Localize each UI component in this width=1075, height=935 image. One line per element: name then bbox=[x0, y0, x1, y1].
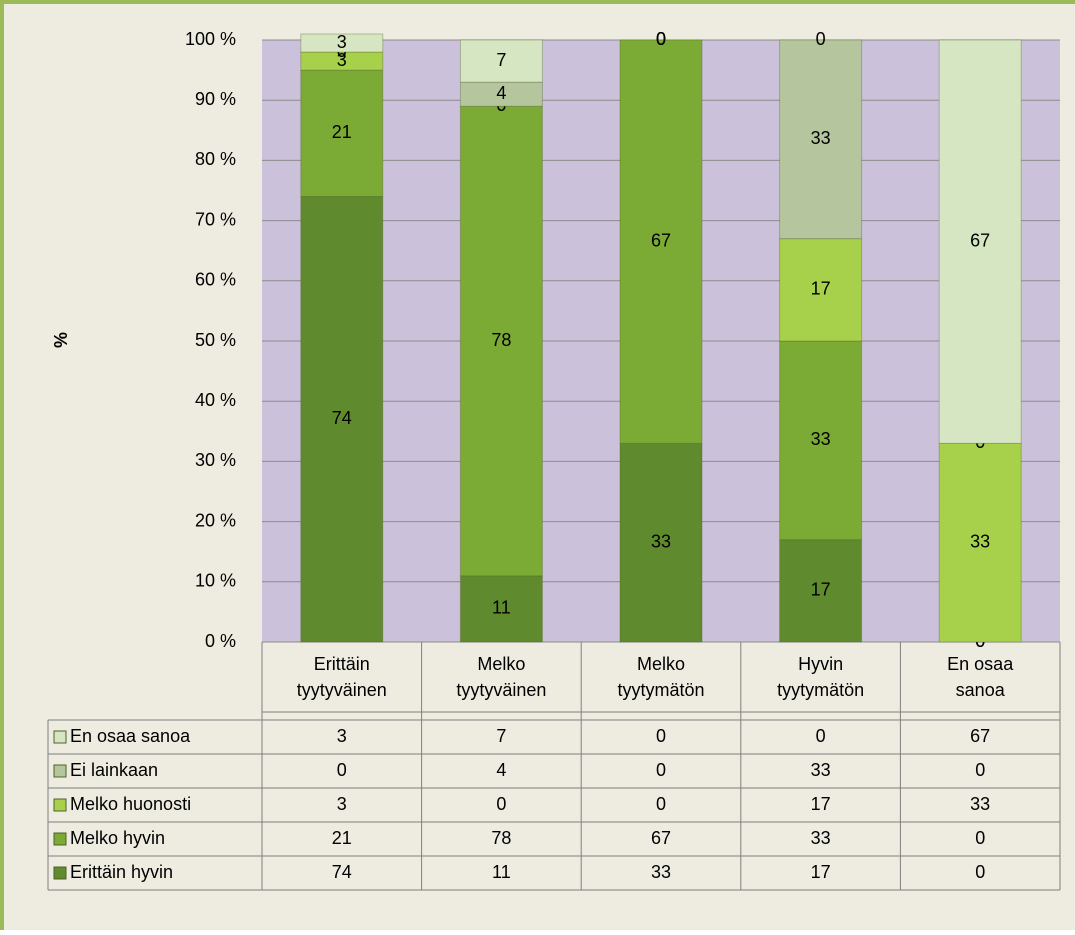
legend-label: Melko hyvin bbox=[70, 828, 165, 848]
legend-label: En osaa sanoa bbox=[70, 726, 191, 746]
table-cell: 4 bbox=[496, 760, 506, 780]
table-cell: 0 bbox=[496, 794, 506, 814]
legend-swatch bbox=[53, 866, 67, 880]
y-tick-label: 30 % bbox=[195, 450, 236, 470]
table-cell: 0 bbox=[656, 760, 666, 780]
data-label: 0 bbox=[816, 29, 826, 49]
table-cell: 33 bbox=[651, 862, 671, 882]
table-cell: 33 bbox=[811, 828, 831, 848]
bar-segment bbox=[300, 33, 384, 53]
data-label: 11 bbox=[492, 598, 511, 618]
border-left bbox=[0, 0, 4, 930]
data-label: 33 bbox=[651, 531, 671, 551]
table-cell: 33 bbox=[811, 760, 831, 780]
x-tick-label: Hyvin tyytymätön bbox=[777, 654, 864, 700]
data-label: 17 bbox=[811, 279, 831, 299]
table-cell: 7 bbox=[496, 726, 506, 746]
y-tick-label: 80 % bbox=[195, 149, 236, 169]
bar-segment bbox=[779, 39, 863, 240]
table-cell: 74 bbox=[332, 862, 352, 882]
bar-segment bbox=[938, 39, 1022, 444]
y-tick-label: 90 % bbox=[195, 89, 236, 109]
y-axis-label: % bbox=[51, 332, 71, 348]
data-label: 78 bbox=[491, 330, 511, 350]
table-cell: 0 bbox=[975, 828, 985, 848]
data-label: 33 bbox=[970, 531, 990, 551]
table-cell: 33 bbox=[970, 794, 990, 814]
legend-swatch bbox=[53, 730, 67, 744]
data-label: 67 bbox=[970, 230, 990, 250]
table-cell: 17 bbox=[811, 862, 831, 882]
legend-swatch bbox=[53, 832, 67, 846]
bar-segment bbox=[779, 238, 863, 342]
y-tick-label: 60 % bbox=[195, 270, 236, 290]
x-tick-label: Melko tyytyväinen bbox=[456, 654, 546, 700]
table-cell: 11 bbox=[492, 862, 511, 882]
table-cell: 17 bbox=[811, 794, 831, 814]
data-label: 74 bbox=[332, 408, 352, 428]
bar-segment bbox=[300, 69, 384, 198]
bar-segment bbox=[459, 105, 543, 577]
table-cell: 67 bbox=[970, 726, 990, 746]
data-label: 4 bbox=[496, 83, 506, 103]
y-tick-label: 100 % bbox=[185, 29, 236, 49]
y-tick-label: 0 % bbox=[205, 631, 236, 651]
bar-segment bbox=[459, 575, 543, 643]
y-tick-label: 70 % bbox=[195, 209, 236, 229]
data-label: 0 bbox=[656, 29, 666, 49]
data-label: 21 bbox=[332, 122, 352, 142]
x-tick-label: En osaa sanoa bbox=[947, 654, 1014, 700]
table-cell: 0 bbox=[975, 760, 985, 780]
bar-segment bbox=[619, 39, 703, 444]
y-tick-label: 10 % bbox=[195, 571, 236, 591]
table-cell: 0 bbox=[656, 726, 666, 746]
data-label: 33 bbox=[811, 128, 831, 148]
table-cell: 0 bbox=[975, 862, 985, 882]
x-tick-label: Erittäin tyytyväinen bbox=[297, 654, 387, 700]
legend-label: Melko huonosti bbox=[70, 794, 191, 814]
legend-swatch bbox=[53, 798, 67, 812]
y-tick-label: 40 % bbox=[195, 390, 236, 410]
bar-segment bbox=[619, 442, 703, 643]
bar-segment bbox=[779, 340, 863, 541]
table-cell: 67 bbox=[651, 828, 671, 848]
x-tick-label: Melko tyytymätön bbox=[617, 654, 704, 700]
table-cell: 21 bbox=[332, 828, 352, 848]
data-label: 33 bbox=[811, 429, 831, 449]
border-top bbox=[0, 0, 1075, 4]
bar-segment bbox=[300, 196, 384, 643]
table-cell: 3 bbox=[337, 726, 347, 746]
data-label: 0 bbox=[656, 29, 666, 49]
table-cell: 0 bbox=[337, 760, 347, 780]
data-label: 7 bbox=[496, 50, 506, 70]
legend-label: Erittäin hyvin bbox=[70, 862, 173, 882]
data-label: 3 bbox=[337, 32, 347, 52]
legend-label: Ei lainkaan bbox=[70, 760, 158, 780]
table-cell: 0 bbox=[656, 794, 666, 814]
data-label: 3 bbox=[337, 50, 347, 70]
bar-segment bbox=[938, 442, 1022, 643]
y-tick-label: 50 % bbox=[195, 330, 236, 350]
y-tick-label: 20 % bbox=[195, 510, 236, 530]
data-label: 67 bbox=[651, 230, 671, 250]
table-cell: 78 bbox=[491, 828, 511, 848]
table-cell: 0 bbox=[816, 726, 826, 746]
table-cell: 3 bbox=[337, 794, 347, 814]
data-label: 17 bbox=[811, 580, 831, 600]
data-label: 0 bbox=[656, 29, 666, 49]
legend-swatch bbox=[53, 764, 67, 778]
bar-segment bbox=[779, 539, 863, 643]
bar-segment bbox=[459, 39, 543, 83]
